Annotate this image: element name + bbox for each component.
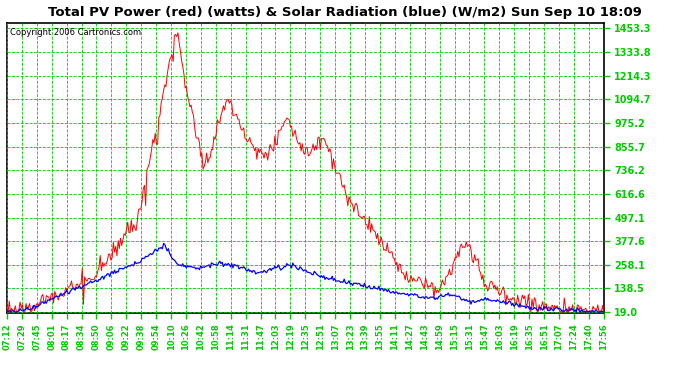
- Text: Total PV Power (red) (watts) & Solar Radiation (blue) (W/m2) Sun Sep 10 18:09: Total PV Power (red) (watts) & Solar Rad…: [48, 6, 642, 19]
- Text: Copyright 2006 Cartronics.com: Copyright 2006 Cartronics.com: [10, 28, 141, 38]
